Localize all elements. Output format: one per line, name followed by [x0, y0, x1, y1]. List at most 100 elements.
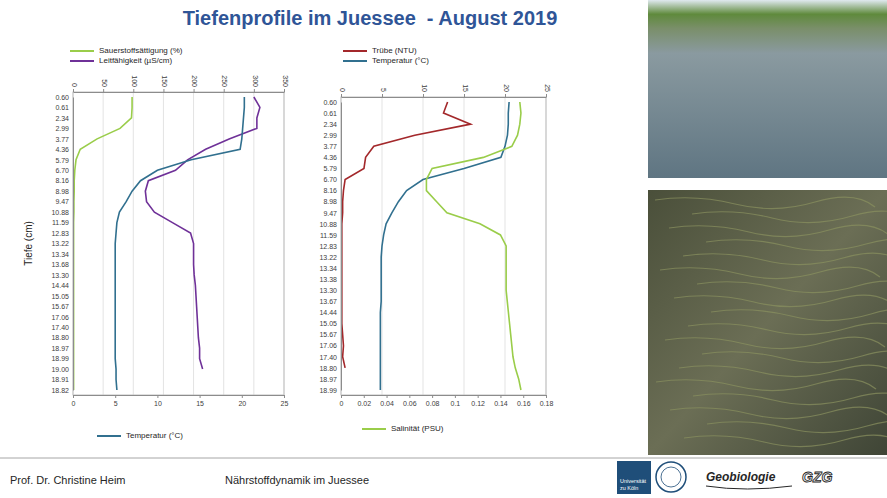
- grid-line: [163, 92, 164, 395]
- logo-swoosh: [706, 486, 792, 489]
- tick: 5.79: [323, 165, 341, 172]
- photo-detail: [702, 351, 887, 363]
- photo-detail: [684, 435, 887, 447]
- legend-label: Temperatur (°C): [372, 56, 429, 65]
- tick: 15.05: [319, 320, 341, 327]
- tick-label: 20: [503, 84, 510, 92]
- tick: 8.98: [55, 188, 73, 195]
- axis-title: Tiefe (cm): [23, 221, 34, 266]
- tick-label: 8.98: [55, 188, 69, 195]
- plot-marks: [342, 102, 521, 390]
- tick: 17.06: [319, 342, 341, 349]
- tick-label: 2.34: [323, 121, 337, 128]
- tick: 0.61: [323, 110, 341, 117]
- tick-mark: [500, 395, 501, 398]
- logo-text: Universitätzu Köln: [620, 478, 646, 491]
- photo-detail: [674, 295, 887, 307]
- legend-swatch: [70, 50, 94, 52]
- tick: 15.05: [51, 293, 73, 300]
- photo-detail: [656, 379, 876, 391]
- tick-label: 0.16: [517, 400, 531, 407]
- series-line: [115, 97, 244, 390]
- tick: 15: [196, 395, 204, 407]
- tick-mark: [200, 395, 201, 398]
- tick-mark: [505, 94, 506, 97]
- tick: 200: [191, 75, 198, 92]
- tick-label: 9.47: [55, 198, 69, 205]
- tick-label: 12.83: [51, 230, 69, 237]
- tick: 0: [72, 395, 76, 407]
- legend-label: Sauerstoffsättigung (%): [99, 46, 183, 55]
- tick-label: 18.99: [319, 387, 337, 394]
- tick-label: 18.97: [51, 345, 69, 352]
- tick-mark: [133, 89, 134, 92]
- tick-label: 15: [462, 84, 469, 92]
- photo-detail: [670, 407, 887, 419]
- tick: 0.08: [426, 395, 440, 407]
- axis-line: [342, 395, 547, 396]
- tick: 3.77: [323, 143, 341, 150]
- legend-swatch: [343, 60, 367, 62]
- tick: 20: [238, 395, 246, 407]
- legend-item: Trübe (NTU): [343, 46, 417, 55]
- tick: 0.12: [471, 395, 485, 407]
- tick-label: 13.22: [319, 254, 337, 261]
- tick-label: 0: [72, 400, 76, 407]
- tick-mark: [157, 395, 158, 398]
- footer-topic: Nährstoffdynamik im Juessee: [225, 474, 369, 486]
- photo-detail: [665, 337, 885, 349]
- tick: 15.67: [319, 331, 341, 338]
- logo-box: [617, 461, 651, 494]
- tick-label: 0.60: [323, 99, 337, 106]
- tick: 50: [101, 79, 108, 92]
- tick-label: 5: [380, 88, 387, 92]
- tick-label: 15.67: [319, 331, 337, 338]
- tick: 0.18: [540, 395, 554, 407]
- photo-detail: [706, 239, 887, 251]
- tick-label: 8.16: [323, 187, 337, 194]
- chart: 05010015020025030035005101520250.600.612…: [23, 46, 289, 440]
- tick: 0.14: [494, 395, 508, 407]
- tick-label: 0.04: [380, 400, 394, 407]
- tick-mark: [409, 395, 410, 398]
- tick-mark: [115, 395, 116, 398]
- legend-item: Salinität (PSU): [362, 424, 444, 433]
- tick: 15: [462, 84, 469, 97]
- tick: 14.44: [51, 282, 73, 289]
- axis-category: 0.600.612.342.993.774.365.796.708.168.98…: [51, 94, 73, 394]
- tick-label: 150: [161, 75, 168, 87]
- tick-label: 13.38: [319, 276, 337, 283]
- tick: 0.60: [323, 99, 341, 106]
- tick: 0.06: [403, 395, 417, 407]
- tick: 13.67: [319, 298, 341, 305]
- tick: 18.80: [51, 334, 73, 341]
- tick-label: 0.02: [357, 400, 371, 407]
- series-line: [145, 97, 260, 369]
- tick-label: 10: [421, 84, 428, 92]
- tick: 10: [421, 84, 428, 97]
- tick-label: 0.60: [55, 94, 69, 101]
- tick: 25: [281, 395, 289, 407]
- tick-label: 6.70: [55, 167, 69, 174]
- tick: 0.60: [55, 94, 73, 101]
- tick: 18.80: [319, 365, 341, 372]
- axis-bottom: 00.020.040.060.080.10.120.140.160.18: [340, 395, 554, 407]
- tick-label: 5.79: [323, 165, 337, 172]
- tick-label: 4.36: [323, 154, 337, 161]
- tick-mark: [284, 89, 285, 92]
- legend-swatch: [97, 435, 121, 437]
- tick-label: 19.00: [51, 366, 69, 373]
- tick-mark: [284, 395, 285, 398]
- tick-label: 14.44: [319, 309, 337, 316]
- legend-item: Temperatur (°C): [343, 56, 429, 65]
- tick-label: 18.80: [319, 365, 337, 372]
- tick-label: 13.34: [51, 251, 69, 258]
- tick-label: 5.79: [55, 157, 69, 164]
- tick-label: 13.30: [51, 272, 69, 279]
- legend-item: Leitfähigkeit (µS/cm): [70, 56, 172, 65]
- legend-label: Temperatur (°C): [126, 431, 183, 440]
- tick: 0: [339, 88, 346, 97]
- grid-line: [223, 92, 224, 395]
- tick: 0: [340, 395, 344, 407]
- logo-text: GZG: [802, 469, 832, 485]
